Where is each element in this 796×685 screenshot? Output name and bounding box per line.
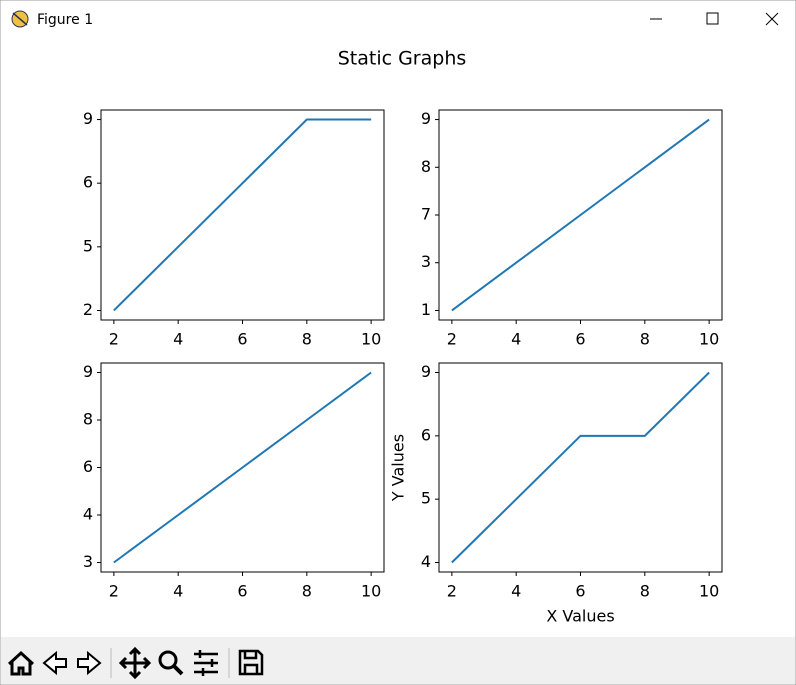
x-tick-label: 2 bbox=[447, 330, 457, 349]
x-axis-label: X Values bbox=[546, 607, 614, 626]
y-tick-label: 1 bbox=[421, 300, 431, 319]
home-button[interactable] bbox=[7, 650, 35, 676]
y-tick-label: 9 bbox=[421, 109, 431, 128]
y-tick-label: 3 bbox=[421, 252, 431, 271]
back-button[interactable] bbox=[42, 650, 67, 676]
window-title: Figure 1 bbox=[37, 12, 93, 28]
y-tick-label: 7 bbox=[421, 205, 431, 224]
toolbar bbox=[1, 637, 795, 684]
x-tick-label: 4 bbox=[173, 582, 183, 601]
x-tick-label: 8 bbox=[302, 330, 312, 349]
zoom-button[interactable] bbox=[158, 650, 184, 676]
toolbar-bg bbox=[1, 637, 795, 684]
x-tick-label: 10 bbox=[699, 330, 719, 349]
pan-button[interactable] bbox=[118, 646, 152, 680]
x-tick-label: 8 bbox=[302, 582, 312, 601]
x-tick-label: 10 bbox=[361, 330, 381, 349]
y-tick-label: 8 bbox=[421, 157, 431, 176]
y-tick-label: 5 bbox=[83, 236, 93, 255]
x-tick-label: 2 bbox=[109, 582, 119, 601]
save-button[interactable] bbox=[238, 649, 264, 676]
y-tick-label: 6 bbox=[421, 425, 431, 444]
y-tick-label: 2 bbox=[83, 300, 93, 319]
y-tick-label: 6 bbox=[83, 457, 93, 476]
y-axis-label: Y Values bbox=[389, 434, 408, 502]
forward-button[interactable] bbox=[77, 650, 102, 676]
x-tick-label: 10 bbox=[361, 582, 381, 601]
x-tick-label: 6 bbox=[237, 582, 247, 601]
y-tick-label: 3 bbox=[83, 552, 93, 571]
y-tick-label: 6 bbox=[83, 173, 93, 192]
figure-title: Static Graphs bbox=[338, 48, 467, 70]
x-tick-label: 6 bbox=[237, 330, 247, 349]
x-tick-label: 4 bbox=[511, 582, 521, 601]
axes-frame bbox=[438, 362, 723, 573]
x-tick-label: 6 bbox=[575, 330, 585, 349]
x-tick-label: 8 bbox=[640, 330, 650, 349]
x-tick-label: 2 bbox=[109, 330, 119, 349]
axes-frame bbox=[100, 362, 385, 573]
y-tick-label: 9 bbox=[83, 362, 93, 381]
y-tick-label: 9 bbox=[421, 362, 431, 381]
configure-button[interactable] bbox=[194, 650, 218, 676]
y-tick-label: 9 bbox=[83, 109, 93, 128]
y-tick-label: 4 bbox=[83, 505, 93, 524]
x-tick-label: 6 bbox=[575, 582, 585, 601]
maximize-button[interactable] bbox=[706, 12, 719, 25]
axes-frame bbox=[100, 109, 385, 321]
y-tick-label: 4 bbox=[421, 552, 431, 571]
x-tick-label: 4 bbox=[173, 330, 183, 349]
y-tick-label: 5 bbox=[421, 489, 431, 508]
data-line bbox=[451, 371, 710, 564]
title-bar-bg bbox=[1, 1, 795, 38]
close-button[interactable] bbox=[765, 12, 779, 26]
axes-frame bbox=[438, 109, 723, 321]
x-tick-label: 10 bbox=[699, 582, 719, 601]
data-line bbox=[451, 118, 710, 312]
data-line bbox=[113, 371, 372, 564]
data-line bbox=[113, 118, 372, 312]
x-tick-label: 2 bbox=[447, 582, 457, 601]
title-bar: Figure 1 bbox=[1, 1, 795, 38]
x-tick-label: 8 bbox=[640, 582, 650, 601]
app-icon bbox=[11, 10, 29, 28]
x-tick-label: 4 bbox=[511, 330, 521, 349]
y-tick-label: 8 bbox=[83, 410, 93, 429]
